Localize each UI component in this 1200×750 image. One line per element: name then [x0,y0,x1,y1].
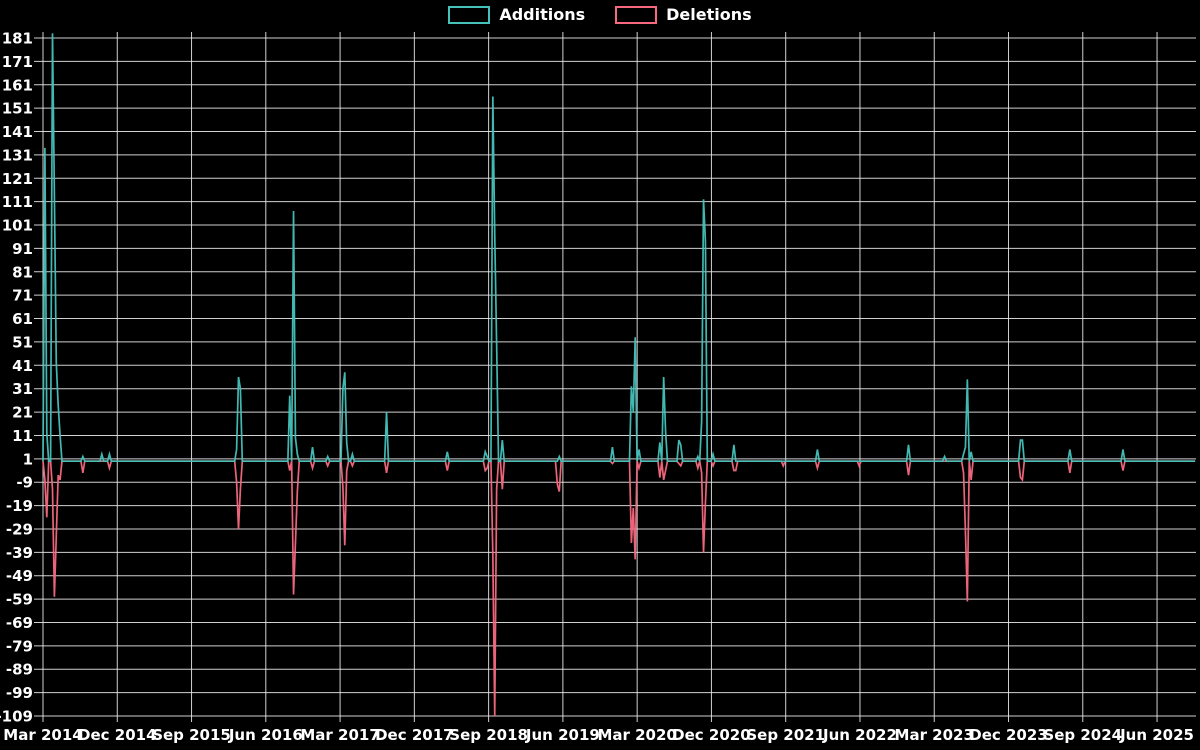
y-tick-label: -49 [6,567,33,585]
x-tick-label: Sep 2018 [449,726,528,744]
y-tick-label: -79 [6,637,33,655]
y-tick-label: -19 [6,497,33,515]
y-tick-label: 171 [2,53,33,71]
x-tick-label: Mar 2017 [300,726,379,744]
x-tick-label: Sep 2024 [1043,726,1122,744]
y-tick-label: -99 [6,684,33,702]
y-tick-label: 181 [2,30,33,48]
y-tick-label: 51 [12,333,33,351]
x-tick-label: Dec 2020 [672,726,751,744]
y-tick-label: 31 [12,380,33,398]
x-tick-label: Jun 2016 [228,726,303,744]
y-tick-label: 81 [12,263,33,281]
x-tick-label: Mar 2014 [3,726,82,744]
chart-legend: Additions Deletions [0,6,1200,24]
y-tick-label: 131 [2,146,33,164]
x-tick-label: Jun 2025 [1119,726,1194,744]
y-tick-label: 71 [12,287,33,305]
legend-item-deletions[interactable]: Deletions [615,6,752,24]
x-tick-label: Jun 2019 [525,726,600,744]
y-tick-label: -9 [16,474,33,492]
y-tick-label: -69 [6,614,33,632]
y-tick-label: 101 [2,217,33,235]
y-tick-label: -39 [6,544,33,562]
additions-swatch [448,6,491,24]
y-tick-label: 141 [2,123,33,141]
additions-legend-label: Additions [499,5,586,24]
y-tick-label: 91 [12,240,33,258]
deletions-swatch [615,6,658,24]
x-tick-label: Dec 2017 [375,726,454,744]
y-tick-label: 161 [2,76,33,94]
y-tick-label: 111 [2,193,33,211]
y-tick-label: 121 [2,170,33,188]
x-tick-label: Sep 2021 [746,726,825,744]
deletions-legend-label: Deletions [666,5,752,24]
y-tick-label: -29 [6,520,33,538]
y-tick-label: 61 [12,310,33,328]
y-tick-label: -89 [6,661,33,679]
x-tick-label: Mar 2023 [895,726,974,744]
x-tick-label: Sep 2015 [152,726,231,744]
additions-series [42,33,1196,463]
x-tick-label: Dec 2014 [78,726,157,744]
deletions-series [42,460,1196,717]
legend-item-additions[interactable]: Additions [448,6,585,24]
y-tick-label: 41 [12,357,33,375]
y-tick-label: -109 [0,708,33,726]
x-tick-label: Mar 2020 [597,726,676,744]
y-tick-label: -59 [6,591,33,609]
x-tick-label: Jun 2022 [822,726,897,744]
x-tick-label: Dec 2023 [969,726,1048,744]
y-tick-label: 21 [12,404,33,422]
y-tick-label: 151 [2,100,33,118]
y-tick-label: 1 [23,450,33,468]
y-tick-label: 11 [12,427,33,445]
